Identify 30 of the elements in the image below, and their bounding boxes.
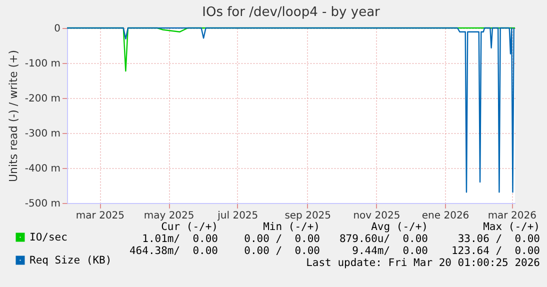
y-tick-label: -100 m xyxy=(24,58,60,70)
legend-label: Req Size (KB) xyxy=(30,254,112,266)
y-tick-label: -400 m xyxy=(24,164,60,174)
x-tick-label: mar 2026 xyxy=(488,210,536,222)
text: 879.60u/ 0.00 xyxy=(339,233,428,245)
text: 9.44m/ 0.00 xyxy=(352,245,428,257)
x-tick-label: may 2025 xyxy=(144,210,194,222)
chart-title: IOs for /dev/loop4 - by year xyxy=(202,5,381,20)
text: 464.38m/ 0.00 xyxy=(129,245,218,257)
text: Cur (-/+) xyxy=(161,221,218,233)
text: Max (-/+) xyxy=(483,221,540,233)
y-tick-label: -200 m xyxy=(24,94,60,104)
text: 33.06 / 0.00 xyxy=(458,233,540,245)
y-tick-label: -500 m xyxy=(24,198,60,210)
y-tick-label: 0 xyxy=(54,24,60,34)
x-tick-label: nov 2025 xyxy=(353,210,400,222)
text: Min (-/+) xyxy=(263,221,320,233)
text: 0.00 / 0.00 xyxy=(244,245,320,257)
text: 0.00 / 0.00 xyxy=(244,233,320,245)
x-tick-label: sep 2025 xyxy=(284,210,332,222)
legend-label: IO/sec xyxy=(30,231,68,244)
x-tick-label: ene 2026 xyxy=(422,210,470,222)
y-tick-label: -300 m xyxy=(24,128,60,140)
text: Last update: Fri Mar 20 01:00:25 2026 xyxy=(306,257,540,269)
y-axis-title: Units read (-) / write (+) xyxy=(6,50,20,182)
x-tick-label: jul 2025 xyxy=(216,210,258,222)
text: Avg (-/+) xyxy=(371,221,428,233)
text: 123.64 / 0.00 xyxy=(451,245,540,257)
x-tick-label: mar 2025 xyxy=(76,210,125,222)
text: 1.01m/ 0.00 xyxy=(142,233,218,245)
